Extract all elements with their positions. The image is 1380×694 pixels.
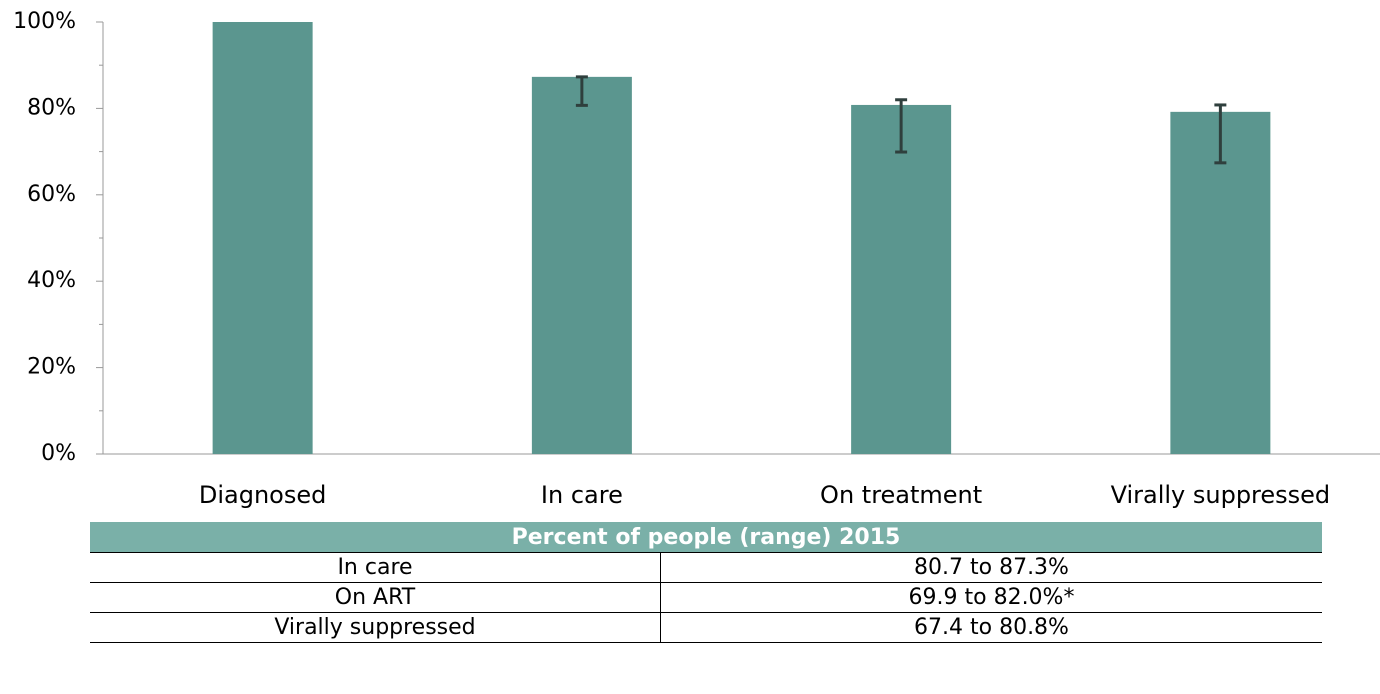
y-tick-label: 40% bbox=[27, 268, 76, 293]
y-tick-label: 100% bbox=[13, 9, 76, 34]
x-tick-label: Virally suppressed bbox=[1111, 481, 1331, 509]
x-tick-label: On treatment bbox=[820, 481, 982, 509]
y-tick-label: 60% bbox=[27, 182, 76, 207]
table-row: Virally suppressed 67.4 to 80.8% bbox=[90, 612, 1322, 643]
range-table: Percent of people (range) 2015 In care 80… bbox=[90, 522, 1322, 643]
y-tick-label: 20% bbox=[27, 355, 76, 380]
x-tick-label: Diagnosed bbox=[199, 481, 327, 509]
table-cell: Virally suppressed bbox=[90, 612, 661, 643]
y-tick-label: 0% bbox=[41, 441, 76, 466]
x-tick-label: In care bbox=[541, 481, 623, 509]
bar bbox=[212, 22, 313, 454]
bar bbox=[531, 76, 632, 454]
table-cell: On ART bbox=[90, 582, 661, 613]
bar bbox=[851, 104, 952, 454]
table-row: In care 80.7 to 87.3% bbox=[90, 552, 1322, 583]
table-cell: 67.4 to 80.8% bbox=[660, 612, 1322, 643]
y-tick-label: 80% bbox=[27, 95, 76, 120]
chart: 0% 20% 40% 60% 80% 100% Diagnosed In care On tre… bbox=[13, 9, 1380, 509]
table-row: On ART 69.9 to 82.0%* bbox=[90, 582, 1322, 613]
table-cell: 80.7 to 87.3% bbox=[660, 552, 1322, 583]
table-cell: 69.9 to 82.0%* bbox=[660, 582, 1322, 613]
table-header: Percent of people (range) 2015 bbox=[90, 522, 1322, 553]
table-cell: In care bbox=[90, 552, 661, 583]
bar bbox=[1170, 111, 1271, 454]
